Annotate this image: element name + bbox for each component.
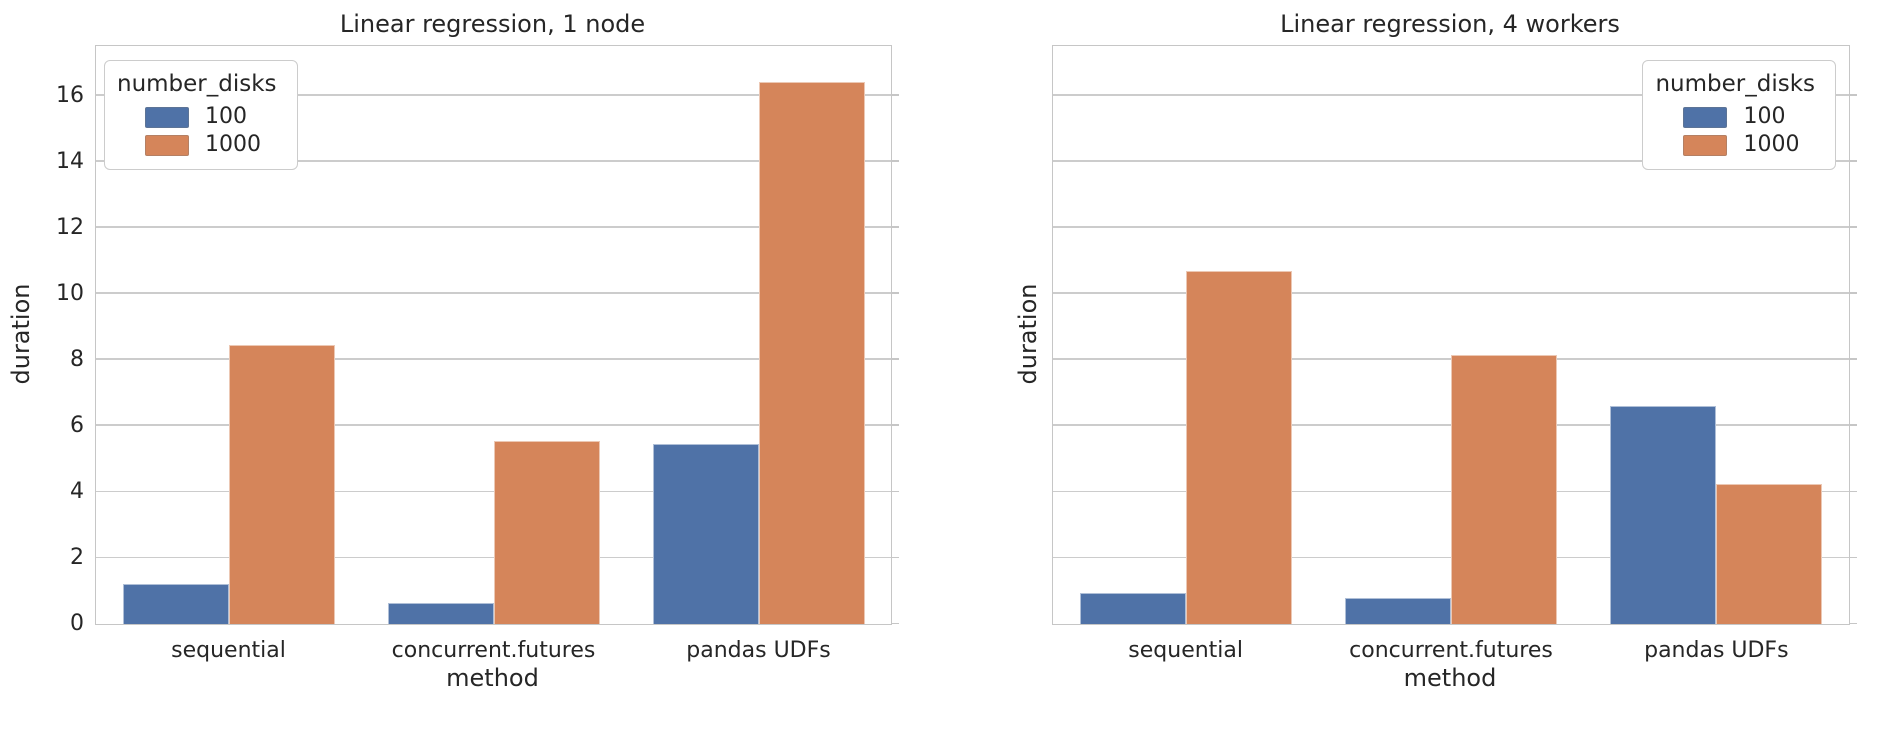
ytick-label-14: 14 [56,148,84,174]
ytick-mark-14 [1849,160,1857,162]
xtick-label-sequential: sequential [1128,638,1244,663]
ytick-label-4: 4 [70,478,84,504]
ytick-mark-8 [1849,358,1857,360]
bar-concurrent-futures-100 [1344,597,1451,624]
chart-title: Linear regression, 4 workers [1280,10,1620,38]
xtick-label-pandas-udfs: pandas UDFs [1644,638,1789,663]
ytick-label-2: 2 [70,544,84,570]
gridline-y-12 [1053,226,1849,228]
legend-swatch-1000 [1683,134,1728,156]
ytick-label-6: 6 [70,412,84,438]
legend-swatch-100 [1683,106,1728,128]
ytick-mark-14 [891,160,899,162]
ytick-label-12: 12 [56,214,84,240]
xtick-label-sequential: sequential [171,638,286,663]
gridline-y-8 [96,358,891,360]
gridline-y-16 [1053,94,1849,96]
ytick-mark-0 [1849,622,1857,624]
ytick-mark-12 [891,226,899,228]
legend-swatch-1000 [145,134,189,156]
bar-group-pandas-udfs [626,46,891,624]
legend-item-1000: 1000 [115,131,281,159]
xtick-label-concurrent-futures: concurrent.futures [1349,638,1553,663]
ytick-mark-6 [891,424,899,426]
ytick-mark-16 [1849,94,1857,96]
x-axis-label: method [446,664,539,692]
plot-area: 0 2 4 6 8 10 12 14 16 sequential concurrent.future… [56,45,899,663]
bar-pandas-udfs-1000 [1716,483,1823,624]
ytick-mark-2 [891,556,899,558]
gridline-y-14 [1053,160,1849,162]
ytick-mark-6 [1849,424,1857,426]
gridline-y-6 [96,424,891,426]
bar-pandas-udfs-1000 [758,82,865,624]
ytick-label-0: 0 [70,611,84,636]
legend-label-1000: 1000 [205,132,261,157]
ytick-mark-12 [1849,226,1857,228]
bar-sequential-1000 [1185,270,1292,624]
xtick-label-pandas-udfs: pandas UDFs [686,638,831,663]
legend-label-100: 100 [205,104,247,129]
ytick-mark-16 [891,94,899,96]
ytick-mark-4 [1849,490,1857,492]
ytick-label-16: 16 [56,82,84,108]
legend-item-100: 100 [115,103,281,131]
legend-label-1000: 1000 [1743,132,1800,157]
bar-group-concurrent-futures [361,46,626,624]
legend: number_disks 100 1000 [1642,60,1836,170]
bar-group-concurrent-futures [1318,46,1583,624]
ytick-label-10: 10 [56,280,84,306]
bar-group-pandas-udfs [1584,46,1849,624]
bar-sequential-100 [122,584,229,624]
bar-pandas-udfs-100 [1610,406,1717,624]
gridline-y-14 [96,160,891,162]
x-axis-label: method [1403,664,1497,692]
bar-sequential-100 [1079,592,1186,624]
plot-area: sequential concurrent.futures pandas UDFs n… [1052,45,1857,663]
legend: number_disks 100 1000 [104,60,298,170]
gridline-y-16 [96,94,891,96]
legend-title: number_disks [117,71,277,97]
ytick-mark-4 [891,490,899,492]
ytick-mark-0 [891,622,899,624]
bar-pandas-udfs-100 [652,444,759,624]
bar-group-sequential [1053,46,1318,624]
ytick-label-8: 8 [70,346,84,372]
legend-title: number_disks [1655,71,1815,97]
legend-item-1000: 1000 [1653,131,1819,159]
chart-title: Linear regression, 1 node [339,10,646,38]
gridline-y-10 [96,292,891,294]
gridline-y-10 [1053,292,1849,294]
ytick-mark-2 [1849,556,1857,558]
bar-sequential-1000 [228,344,335,624]
y-axis-label: duration [1014,283,1042,385]
bar-group-sequential [96,46,361,624]
gridline-y-12 [96,226,891,228]
bar-concurrent-futures-1000 [493,440,600,624]
ytick-mark-8 [891,358,899,360]
ytick-mark-10 [1849,292,1857,294]
bar-concurrent-futures-100 [387,602,494,624]
legend-item-100: 100 [1653,103,1819,131]
legend-label-100: 100 [1743,104,1786,129]
legend-swatch-100 [145,106,189,128]
bar-concurrent-futures-1000 [1450,354,1558,624]
ytick-mark-10 [891,292,899,294]
chart-linear-regression-4-workers: Linear regression, 4 workers duration se… [945,0,1887,732]
xtick-label-concurrent-futures: concurrent.futures [391,638,596,663]
